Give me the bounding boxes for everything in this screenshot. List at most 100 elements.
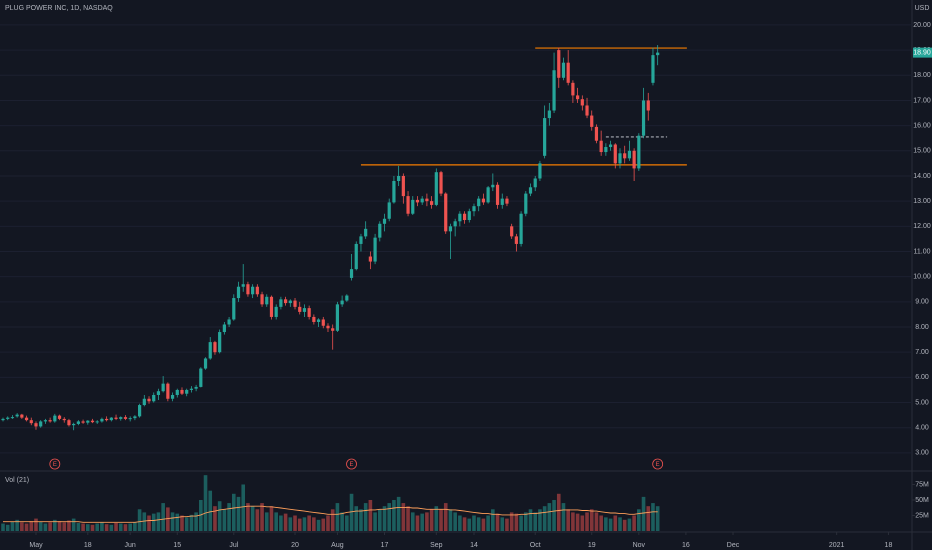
volume-bar: [410, 512, 415, 531]
candle-body: [618, 153, 622, 164]
x-tick-label: Oct: [530, 542, 541, 549]
candle-body: [580, 99, 584, 106]
candle-body: [561, 62, 566, 78]
volume-bar: [95, 523, 100, 531]
candle-body: [53, 415, 57, 422]
candle-body: [514, 236, 518, 244]
volume-bar: [368, 499, 373, 531]
candle-body: [401, 175, 405, 197]
candle-body: [161, 383, 165, 392]
candle-body: [439, 172, 443, 194]
candle-body: [627, 150, 632, 159]
volume-bar: [486, 515, 490, 531]
candle-body: [241, 284, 245, 287]
x-tick-label: 14: [470, 542, 478, 549]
volume-bar: [599, 515, 603, 531]
volume-bar: [561, 503, 566, 531]
volume-bar: [246, 503, 250, 531]
volume-bar: [533, 512, 538, 531]
x-tick-label: 16: [682, 542, 690, 549]
y-tick-label: 9.00: [915, 299, 929, 306]
volume-bar: [170, 512, 175, 531]
volume-bar: [646, 506, 651, 531]
volume-bar: [67, 520, 71, 531]
volume-bar: [401, 503, 406, 531]
candle-body: [105, 418, 109, 421]
candle-body: [279, 299, 283, 307]
candle-body: [284, 299, 288, 304]
earnings-marker: [49, 458, 61, 470]
volume-bar: [354, 506, 359, 531]
volume-bar: [462, 517, 467, 531]
candle-body: [378, 223, 382, 238]
candle-body: [444, 193, 448, 232]
volume-bar: [161, 503, 165, 531]
y-tick-label: 6.00: [915, 374, 929, 381]
candle-body: [420, 198, 424, 203]
volume-bar: [472, 515, 476, 531]
chart-title: PLUG POWER INC, 1D, NASDAQ: [5, 5, 113, 12]
volume-bar: [48, 522, 52, 531]
volume-bar: [335, 503, 340, 531]
candle-body: [590, 115, 594, 127]
volume-bar: [123, 524, 128, 531]
candle-body: [100, 418, 104, 422]
volume-bar: [137, 509, 142, 531]
volume-bar: [321, 518, 326, 531]
earnings-marker: [346, 458, 357, 470]
x-tick-label: May: [29, 542, 43, 549]
last-price-box: [913, 47, 932, 58]
y-tick-label: 10.00: [913, 274, 931, 281]
volume-bar: [250, 506, 255, 531]
volume-bar: [580, 515, 585, 531]
volume-bar: [439, 509, 443, 531]
candle-body: [302, 308, 307, 312]
volume-bar: [312, 517, 316, 531]
volume-bar: [217, 501, 222, 531]
candle-body: [227, 319, 231, 325]
candle-body: [156, 391, 161, 395]
last-price-label: 18.90: [913, 49, 931, 56]
volume-bar: [118, 523, 123, 531]
candle-body: [392, 181, 396, 203]
volume-bar: [222, 509, 227, 531]
y-tick-label: 12.00: [913, 223, 931, 230]
candle-body: [364, 228, 368, 237]
volume-bar: [293, 515, 297, 531]
volume-bar: [199, 499, 203, 531]
candle-body: [6, 417, 10, 419]
volume-bar: [326, 515, 330, 531]
candle-body: [251, 286, 255, 295]
candle-body: [62, 418, 66, 421]
candle-body: [76, 421, 80, 424]
volume-bar: [519, 515, 523, 531]
candle-body: [175, 389, 179, 395]
candle-body: [528, 187, 533, 194]
volume-bar: [481, 518, 486, 531]
candle-body: [321, 319, 325, 326]
volume-bar: [15, 519, 19, 531]
candle-body: [312, 316, 316, 322]
volume-bar: [166, 507, 170, 531]
candle-body: [137, 405, 142, 417]
candle-body: [608, 144, 613, 148]
volume-bar: [288, 517, 293, 531]
candle-body: [24, 417, 29, 421]
candle-body: [434, 172, 438, 205]
volume-bar: [566, 509, 570, 531]
candle-body: [34, 423, 38, 427]
candle-body: [265, 296, 269, 305]
y-tick-label: 14.00: [913, 173, 931, 180]
volume-bar: [542, 506, 547, 531]
candle-body: [194, 386, 198, 389]
candle-body: [274, 306, 278, 317]
candle-body: [345, 295, 349, 301]
x-tick-label: Dec: [727, 542, 740, 549]
candle-body: [359, 236, 363, 244]
volume-bar: [632, 515, 636, 531]
volume-bar: [156, 512, 161, 531]
volume-bar: [491, 509, 495, 531]
volume-bar: [589, 509, 594, 531]
candle-body: [415, 199, 420, 203]
volume-bar: [255, 509, 260, 531]
